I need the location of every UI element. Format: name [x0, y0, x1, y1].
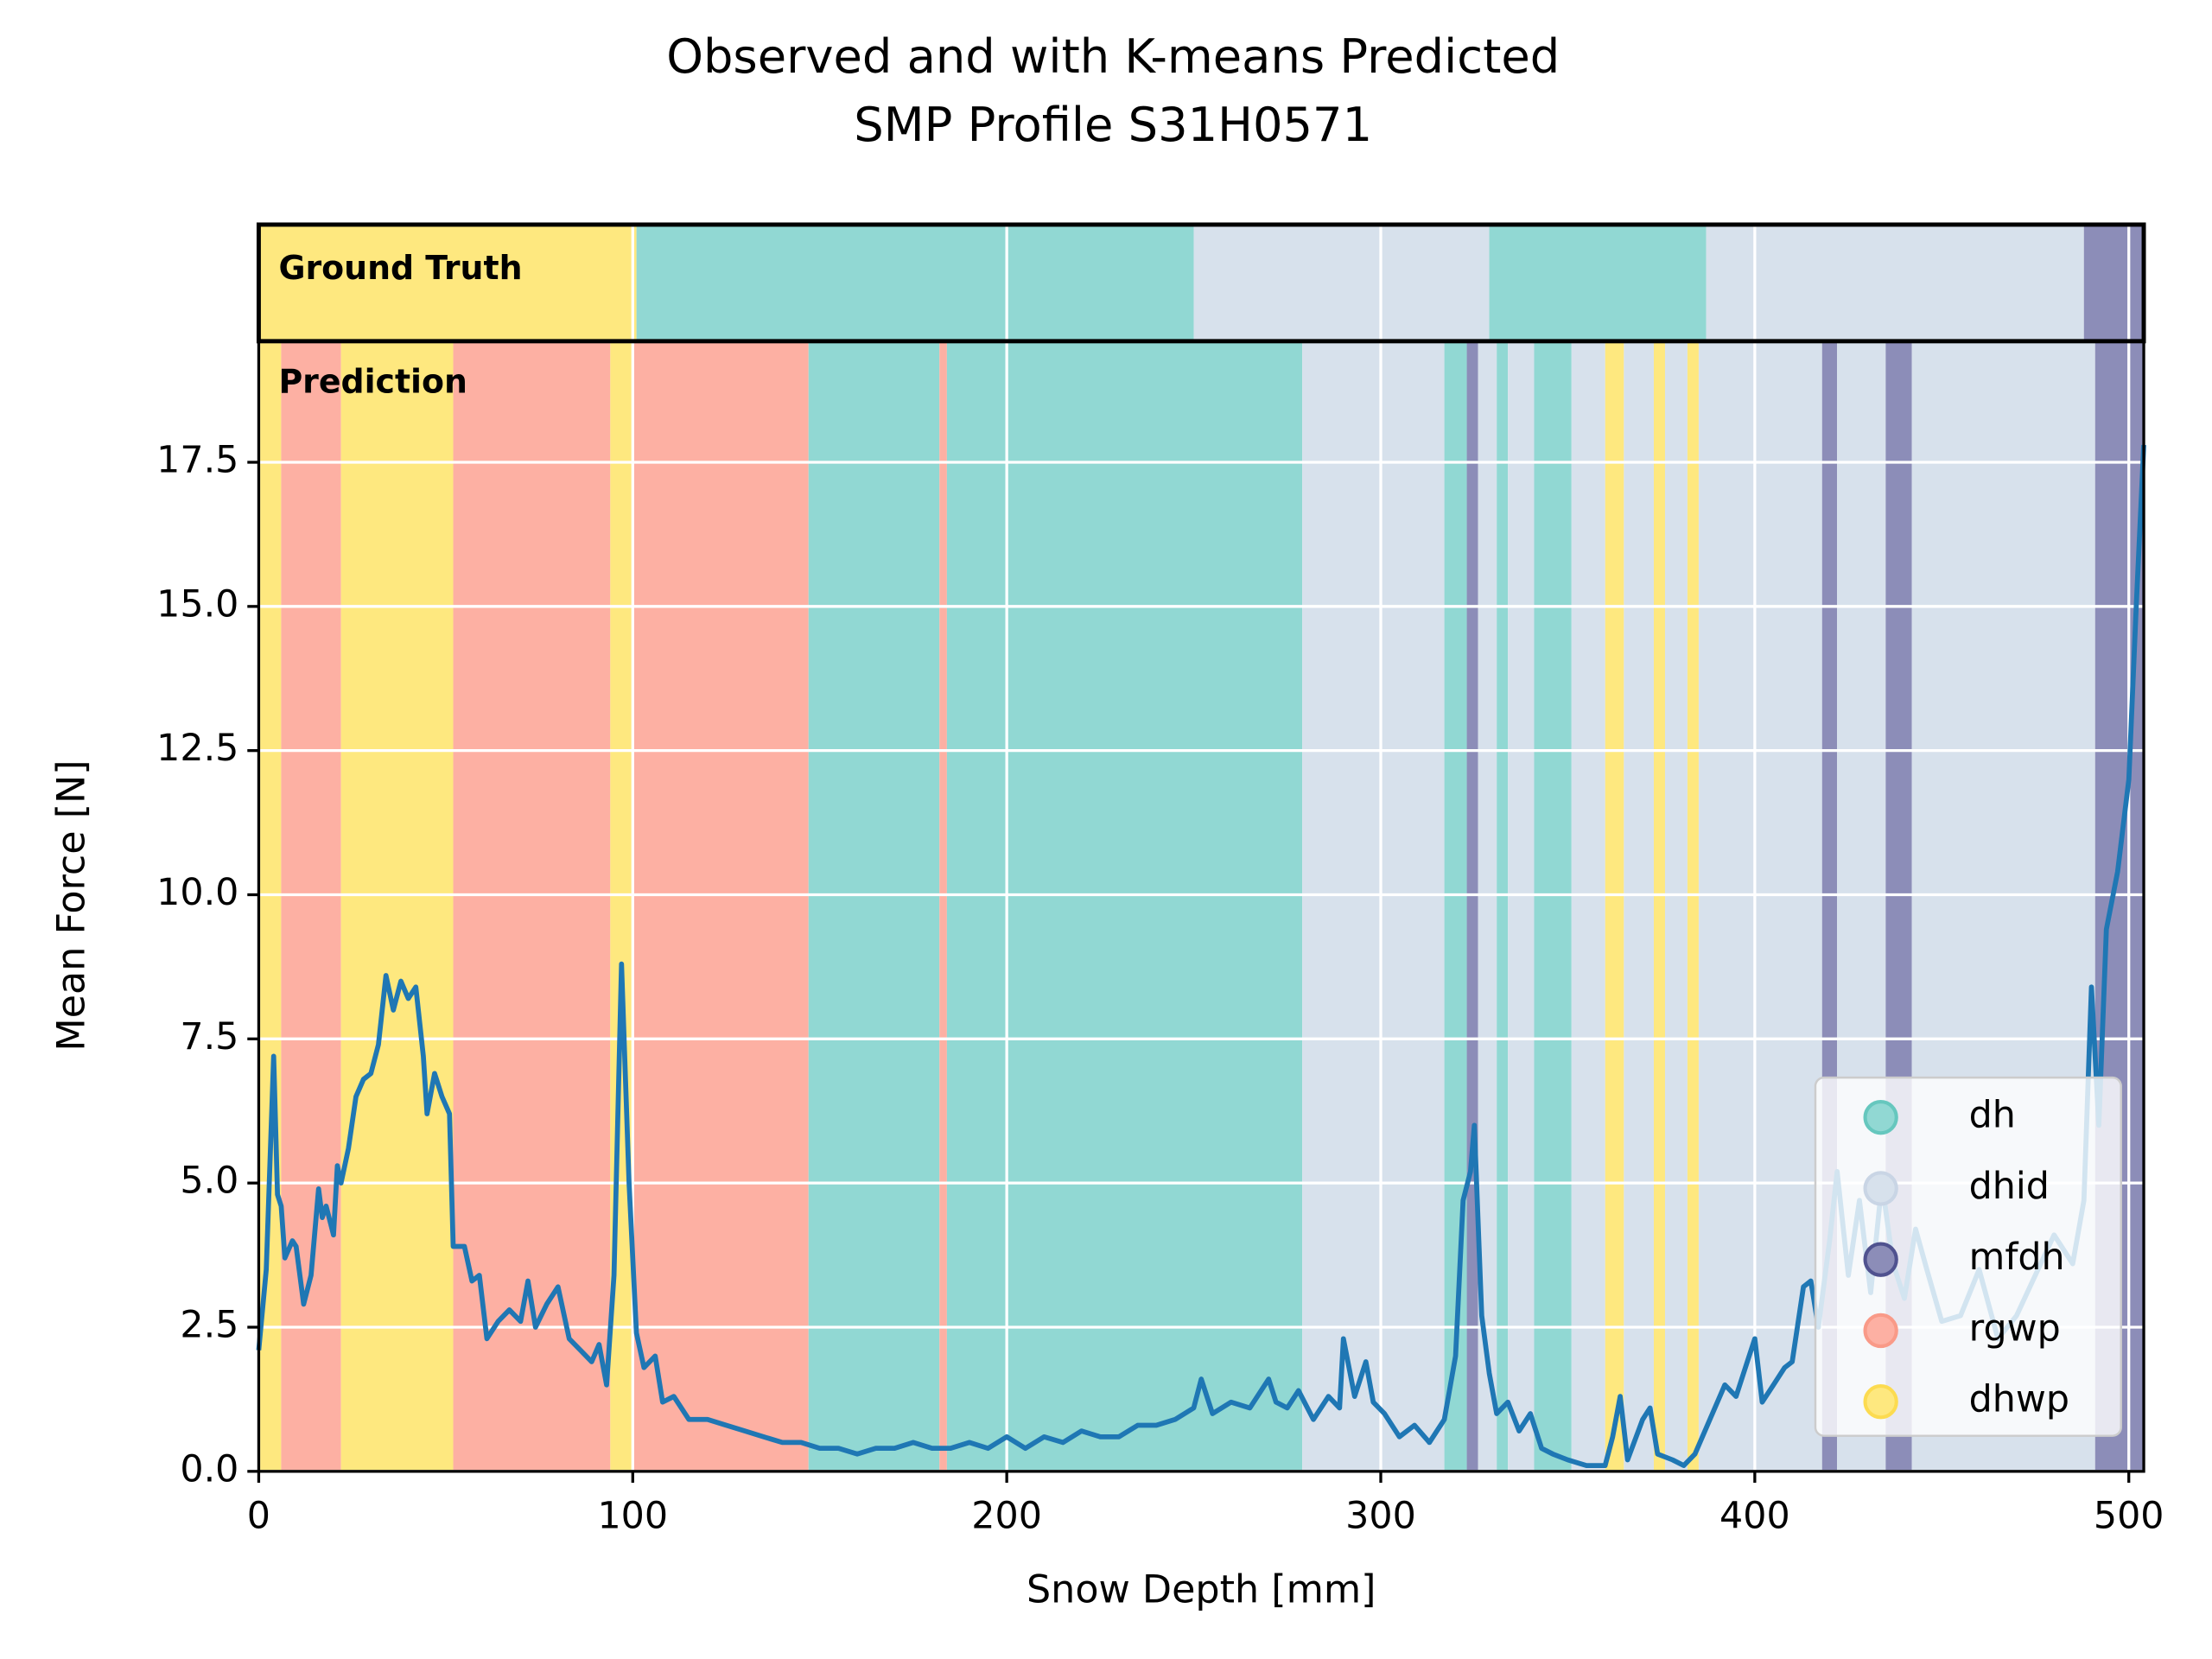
- legend-label: dhwp: [1969, 1378, 2069, 1421]
- y-tick-label: 2.5: [180, 1303, 238, 1346]
- y-tick-label: 0.0: [180, 1447, 238, 1491]
- class-band: [1193, 224, 1490, 341]
- class-band: [340, 340, 454, 1471]
- class-band: [1653, 340, 1665, 1471]
- class-band: [632, 340, 809, 1471]
- class-band: [946, 340, 1303, 1471]
- class-band: [1466, 340, 1478, 1471]
- x-tick-label: 300: [1345, 1495, 1416, 1538]
- class-band: [1687, 340, 1699, 1471]
- y-tick-label: 17.5: [156, 438, 238, 481]
- class-band: [1534, 340, 1572, 1471]
- legend-label: dh: [1969, 1094, 2016, 1137]
- class-band: [1571, 340, 1605, 1471]
- legend-label: dhid: [1969, 1165, 2050, 1208]
- chart-subtitle: SMP Profile S31H0571: [854, 98, 1372, 152]
- x-tick-label: 100: [597, 1495, 668, 1538]
- class-band: [636, 224, 1194, 341]
- class-band: [1444, 340, 1467, 1471]
- class-band: [258, 340, 282, 1471]
- legend-marker: [1863, 1100, 1898, 1135]
- y-tick-label: 5.0: [180, 1160, 238, 1203]
- class-band: [1698, 340, 1822, 1471]
- chart-title: Observed and with K-means Predicted: [666, 29, 1560, 84]
- class-band: [1478, 340, 1497, 1471]
- class-band: [1605, 340, 1624, 1471]
- class-band: [1497, 340, 1509, 1471]
- class-band: [939, 340, 947, 1471]
- y-tick-label: 7.5: [180, 1015, 238, 1058]
- y-tick-label: 12.5: [156, 727, 238, 770]
- legend-label: mfdh: [1969, 1236, 2065, 1279]
- x-tick-label: 400: [1719, 1495, 1790, 1538]
- y-tick-label: 10.0: [156, 871, 238, 914]
- class-band: [258, 224, 637, 341]
- x-axis-label: Snow Depth [mm]: [1027, 1568, 1376, 1612]
- class-band: [1508, 340, 1535, 1471]
- class-band: [808, 340, 940, 1471]
- strip-frame: [256, 222, 2146, 344]
- legend-marker: [1863, 1171, 1898, 1206]
- x-tick-label: 0: [247, 1495, 270, 1538]
- strip-label: Prediction: [278, 363, 467, 401]
- strip-label: Ground Truth: [278, 249, 522, 287]
- legend-box: [1814, 1076, 2122, 1437]
- legend-marker: [1863, 1384, 1898, 1420]
- y-tick-label: 15.0: [156, 582, 238, 626]
- x-tick-label: 200: [971, 1495, 1042, 1538]
- legend-marker: [1863, 1313, 1898, 1349]
- legend-marker: [1863, 1242, 1898, 1277]
- y-axis-label: Mean Force [N]: [50, 760, 94, 1051]
- class-band: [1489, 224, 1707, 341]
- x-tick-label: 500: [2094, 1495, 2164, 1538]
- data-line: [256, 444, 2146, 1468]
- class-band: [1624, 340, 1654, 1471]
- class-band: [1302, 340, 1445, 1471]
- class-band: [2083, 224, 2145, 341]
- class-band: [281, 340, 341, 1471]
- legend-label: rgwp: [1969, 1306, 2061, 1350]
- class-band: [1664, 340, 1688, 1471]
- class-band: [1706, 224, 2084, 341]
